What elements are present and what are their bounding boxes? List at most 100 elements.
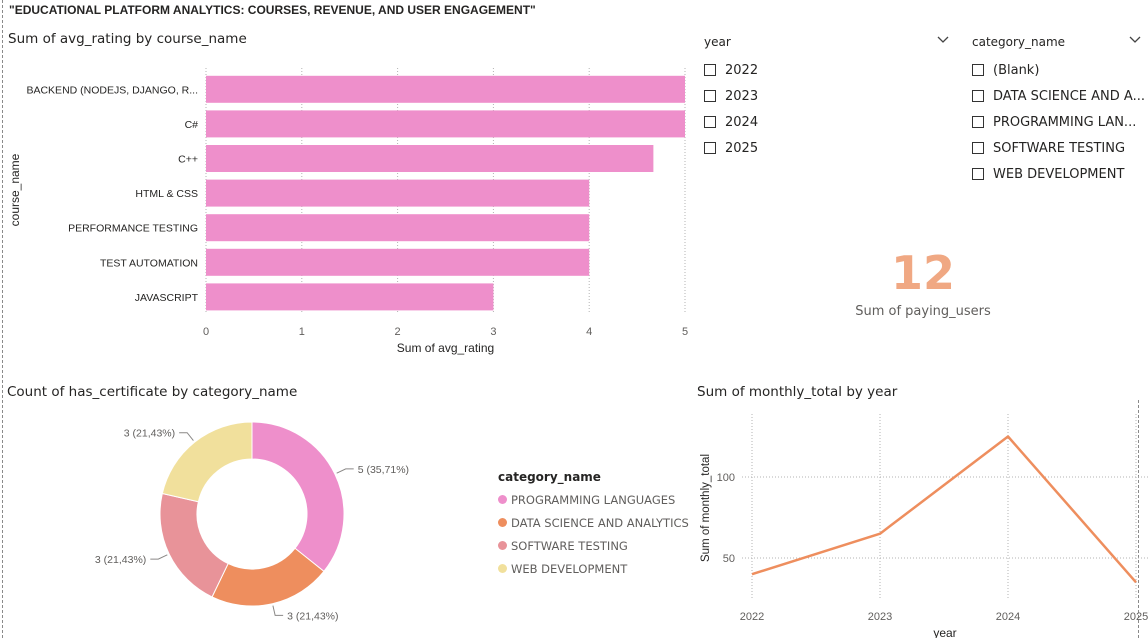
- checkbox-icon[interactable]: [972, 90, 984, 102]
- kpi-value: 12: [890, 246, 955, 300]
- year-option-2025[interactable]: 2025: [704, 135, 950, 161]
- bar-x-tick-label: 3: [490, 326, 496, 338]
- legend-label: WEB DEVELOPMENT: [511, 561, 628, 576]
- chevron-down-icon[interactable]: [936, 35, 950, 45]
- category-option-label: PROGRAMMING LAN...: [993, 114, 1137, 130]
- bar[interactable]: [206, 75, 685, 103]
- checkbox-icon[interactable]: [704, 142, 716, 154]
- legend-item-web-development[interactable]: WEB DEVELOPMENT: [498, 557, 689, 580]
- year-slicer-header[interactable]: year: [704, 35, 950, 53]
- legend-label: PROGRAMMING LANGUAGES: [511, 492, 676, 507]
- donut-slice[interactable]: [161, 421, 253, 503]
- bar-x-tick-label: 2: [395, 326, 401, 338]
- legend-item-data-science[interactable]: DATA SCIENCE AND ANALYTICS: [498, 511, 689, 534]
- line-x-tick-label: 2022: [740, 611, 764, 623]
- donut-chart-title: Count of has_certificate by category_nam…: [7, 384, 298, 400]
- donut-slice[interactable]: [159, 492, 229, 598]
- bar[interactable]: [206, 145, 654, 172]
- bar-x-axis-title: Sum of avg_rating: [397, 341, 494, 355]
- page-title: "EDUCATIONAL PLATFORM ANALYTICS: COURSES…: [9, 3, 536, 17]
- category-slicer-header[interactable]: category_name: [972, 35, 1142, 53]
- bar[interactable]: [206, 283, 494, 311]
- legend-label: SOFTWARE TESTING: [511, 538, 628, 553]
- bar[interactable]: [206, 110, 685, 138]
- bar-category-label: JAVASCRIPT: [135, 292, 199, 304]
- year-option-2024[interactable]: 2024: [704, 109, 950, 135]
- year-option-label: 2024: [725, 114, 759, 130]
- bar-category-label: TEST AUTOMATION: [100, 257, 198, 269]
- category-slicer-title: category_name: [972, 35, 1066, 49]
- donut-data-label: 3 (21,43%): [124, 428, 175, 440]
- bar[interactable]: [206, 214, 590, 242]
- legend-item-software-testing[interactable]: SOFTWARE TESTING: [498, 534, 689, 557]
- bar-category-label: C++: [178, 154, 198, 166]
- bar-y-axis-title: course_name: [8, 153, 22, 226]
- donut-data-label: 3 (21,43%): [287, 610, 338, 622]
- category-option-blank[interactable]: (Blank): [972, 57, 1142, 83]
- bar-chart[interactable]: 0 1 2 3 4 5 BACKEND (NODEJS, DJANGO, R... C# C++…: [0, 50, 700, 380]
- kpi-label: Sum of paying_users: [855, 304, 991, 319]
- legend-title: category_name: [498, 470, 601, 484]
- bar-x-tick-label: 0: [203, 326, 209, 338]
- category-option-label: SOFTWARE TESTING: [993, 140, 1126, 156]
- legend-dot-icon: [498, 518, 507, 527]
- line-chart[interactable]: 2022 2023 2024 2025 50 100 year Sum of monthly_…: [697, 408, 1148, 638]
- page-frame-right: [1138, 400, 1139, 638]
- donut-data-label: 5 (35,71%): [358, 464, 409, 476]
- checkbox-icon[interactable]: [704, 64, 716, 76]
- year-slicer: year 2022 2023 2024 2025: [704, 35, 950, 161]
- legend-item-programming[interactable]: PROGRAMMING LANGUAGES: [498, 488, 689, 511]
- bar-chart-title: Sum of avg_rating by course_name: [8, 31, 247, 47]
- legend-dot-icon: [498, 495, 507, 504]
- checkbox-icon[interactable]: [972, 142, 984, 154]
- donut-leader-line: [336, 468, 354, 474]
- year-option-label: 2022: [725, 62, 759, 78]
- bar-category-label: PERFORMANCE TESTING: [68, 223, 198, 235]
- checkbox-icon[interactable]: [972, 64, 984, 76]
- line-y-axis-title: Sum of monthly_total: [700, 454, 712, 562]
- category-option-programming[interactable]: PROGRAMMING LAN...: [972, 109, 1142, 135]
- line-x-tick-label: 2025: [1124, 611, 1148, 623]
- donut-legend: category_name PROGRAMMING LANGUAGES DATA…: [498, 470, 689, 580]
- line-x-axis-title: year: [933, 626, 956, 638]
- bar-category-label: BACKEND (NODEJS, DJANGO, R...: [26, 84, 198, 96]
- bar-category-label: C#: [185, 119, 199, 131]
- year-option-2022[interactable]: 2022: [704, 57, 950, 83]
- donut-slice[interactable]: [251, 421, 345, 573]
- category-option-label: (Blank): [993, 62, 1040, 78]
- line-x-tick-label: 2023: [868, 611, 892, 623]
- line-y-tick-label: 50: [723, 553, 735, 565]
- legend-dot-icon: [498, 564, 507, 573]
- checkbox-icon[interactable]: [972, 168, 984, 180]
- bar[interactable]: [206, 248, 590, 276]
- legend-dot-icon: [498, 541, 507, 550]
- category-option-label: DATA SCIENCE AND A...: [993, 88, 1145, 104]
- page-frame-left: [2, 0, 3, 638]
- bar-x-tick-label: 1: [299, 326, 305, 338]
- donut-leader-line: [179, 432, 194, 441]
- checkbox-icon[interactable]: [704, 90, 716, 102]
- line-y-tick-label: 100: [717, 472, 735, 484]
- category-slicer: category_name (Blank) DATA SCIENCE AND A…: [972, 35, 1145, 187]
- legend-label: DATA SCIENCE AND ANALYTICS: [511, 515, 689, 530]
- bar-x-tick-label: 5: [682, 326, 688, 338]
- donut-data-label: 3 (21,43%): [95, 554, 146, 566]
- category-option-web-development[interactable]: WEB DEVELOPMENT: [972, 161, 1142, 187]
- line-x-tick-label: 2024: [996, 611, 1020, 623]
- line-chart-title: Sum of monthly_total by year: [697, 384, 898, 400]
- line-series[interactable]: [751, 435, 1137, 584]
- category-option-software-testing[interactable]: SOFTWARE TESTING: [972, 135, 1142, 161]
- bar-category-label: HTML & CSS: [135, 188, 198, 200]
- chevron-down-icon[interactable]: [1128, 35, 1142, 45]
- year-option-label: 2025: [725, 140, 759, 156]
- checkbox-icon[interactable]: [704, 116, 716, 128]
- category-option-label: WEB DEVELOPMENT: [993, 166, 1125, 182]
- year-option-2023[interactable]: 2023: [704, 83, 950, 109]
- donut-leader-line: [272, 605, 284, 616]
- donut-chart[interactable]: 5 (35,71%) 3 (21,43%) 3 (21,43%) 3 (21,43%): [0, 408, 480, 638]
- category-option-data-science[interactable]: DATA SCIENCE AND A...: [972, 83, 1145, 109]
- year-option-label: 2023: [725, 88, 759, 104]
- bar[interactable]: [206, 179, 590, 207]
- year-slicer-title: year: [704, 35, 731, 49]
- checkbox-icon[interactable]: [972, 116, 984, 128]
